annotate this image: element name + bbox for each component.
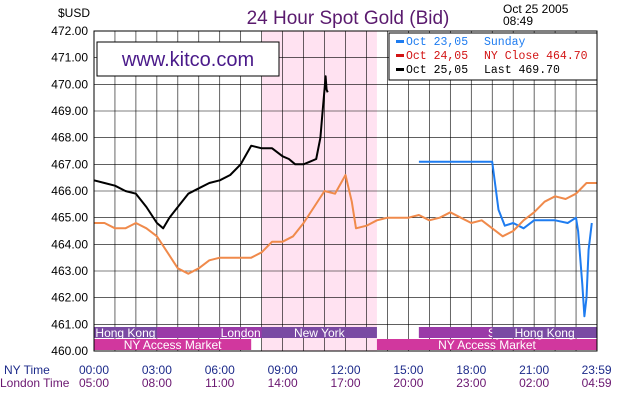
logo-text: www.kitco.com (121, 49, 254, 71)
legend-swatch (396, 54, 404, 57)
london-time-tick: 11:00 (205, 376, 234, 390)
legend-date: Oct 24,05 (406, 50, 468, 63)
legend-desc: Sunday (484, 36, 526, 49)
kitco-logo: www.kitco.com (96, 41, 280, 77)
legend-date: Oct 25,05 (406, 64, 468, 77)
session-label: Hong Kong (515, 326, 575, 340)
y-tick-label: 472.00 (51, 24, 88, 38)
legend: Oct 23,05 Sunday Oct 24,05 NY Close 464.70 O… (388, 32, 598, 81)
legend-date: Oct 23,05 (406, 36, 468, 49)
ny-time-tick: 18:00 (456, 363, 486, 377)
london-time-axis-label: London Time (0, 376, 70, 390)
session-bar (376, 339, 597, 350)
ny-time-tick: 09:00 (268, 363, 298, 377)
y-tick-label: 469.00 (51, 104, 88, 118)
series-line (94, 174, 597, 275)
series-line (93, 75, 329, 230)
london-time-tick: 23:00 (456, 376, 486, 390)
ny-time-tick: 21:00 (519, 363, 549, 377)
london-time-tick: 14:00 (268, 376, 298, 390)
session-bar (94, 327, 157, 338)
london-time-tick: 05:00 (79, 376, 109, 390)
y-tick-label: 462.00 (51, 291, 88, 305)
ny-time-tick: 23:59 (582, 363, 612, 377)
y-tick-label: 466.00 (51, 184, 88, 198)
ny-time-tick: 12:00 (330, 363, 360, 377)
ny-time-tick: 15:00 (393, 363, 423, 377)
y-tick-label: 467.00 (51, 157, 88, 171)
session-label: London (221, 326, 261, 340)
session-label: NY Access Market (438, 338, 536, 352)
plot-area: Hong Kong London New York NY Access Market N… (93, 30, 598, 352)
y-tick-label: 463.00 (51, 264, 88, 278)
london-time-tick: 04:59 (582, 376, 612, 390)
timestamp-time: 08:49 (503, 14, 533, 28)
ny-time-tick: 00:00 (79, 363, 109, 377)
session-bar (156, 327, 325, 338)
legend-swatch (396, 40, 404, 43)
london-time-tick: 08:00 (142, 376, 172, 390)
legend-desc: NY Close 464.70 (484, 50, 588, 63)
session-label: New York (294, 326, 346, 340)
ny-time-tick: 06:00 (205, 363, 235, 377)
y-tick-label: 461.00 (51, 317, 88, 331)
y-tick-label: 470.00 (51, 77, 88, 91)
legend-desc: Last 469.70 (484, 64, 560, 77)
series-lines (93, 75, 597, 318)
ny-time-tick: 03:00 (142, 363, 172, 377)
market-session-bars: Hong Kong London New York NY Access Market N… (94, 326, 597, 352)
session-bar (261, 327, 377, 338)
legend-swatch (396, 68, 404, 71)
y-tick-label: 465.00 (51, 211, 88, 225)
chart-title: 24 Hour Spot Gold (Bid) (247, 8, 450, 29)
y-tick-label: 471.00 (51, 51, 88, 65)
session-label: NY Access Market (124, 338, 222, 352)
session-bar (492, 327, 597, 338)
y-tick-label: 468.00 (51, 131, 88, 145)
currency-unit-label: $USD (58, 6, 90, 20)
ny-time-axis-label: NY Time (4, 363, 50, 377)
series-line (418, 160, 593, 318)
session-bar (94, 339, 252, 350)
london-time-tick: 17:00 (330, 376, 360, 390)
session-label: Hong Kong (95, 326, 155, 340)
y-tick-label: 460.00 (51, 344, 88, 358)
timestamp-date: Oct 25 2005 (503, 2, 569, 16)
y-tick-label: 464.00 (51, 237, 88, 251)
london-time-tick: 02:00 (519, 376, 549, 390)
y-axis-tick-labels: 460.00 461.00 462.00 463.00 464.00 465.00 466.… (51, 24, 88, 358)
london-time-tick: 20:00 (393, 376, 423, 390)
plot-frame (93, 30, 598, 352)
